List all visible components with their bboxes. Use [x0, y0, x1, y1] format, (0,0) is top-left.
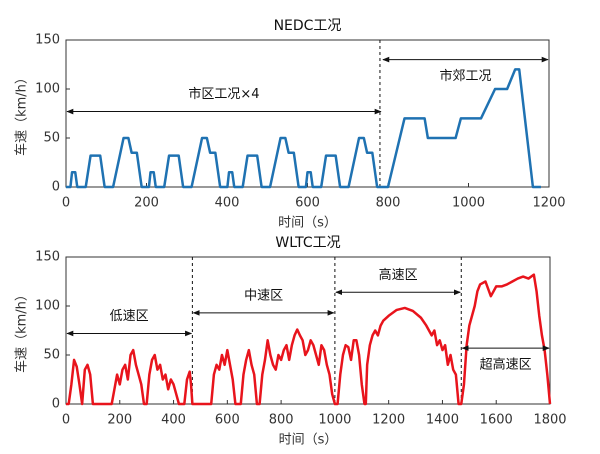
y-tick-label: 0	[52, 397, 60, 412]
y-axis-label: 车速（km/h）	[14, 288, 30, 373]
y-tick-label: 100	[35, 82, 60, 97]
span-label: 低速区	[110, 309, 149, 324]
x-tick-label: 0	[62, 413, 70, 428]
x-tick-label: 600	[215, 413, 240, 428]
x-axis-label: 时间（s）	[279, 433, 338, 448]
x-tick-label: 1800	[533, 413, 566, 428]
plot-frame	[65, 256, 551, 405]
speed-line	[66, 273, 552, 406]
x-tick-label: 1200	[532, 196, 565, 211]
x-tick-label: 200	[134, 196, 159, 211]
y-tick-label: 0	[52, 180, 60, 195]
y-tick-label: 50	[43, 131, 60, 146]
span-label: 超高速区	[480, 357, 532, 373]
x-tick-label: 1200	[372, 413, 405, 428]
x-tick-label: 1000	[452, 196, 485, 211]
x-tick-label: 1000	[318, 413, 351, 428]
span-label: 中速区	[244, 288, 283, 303]
x-tick-label: 1600	[480, 413, 513, 428]
x-tick-label: 0	[62, 196, 70, 211]
x-tick-label: 400	[215, 196, 240, 211]
x-tick-label: 1400	[426, 413, 459, 428]
y-axis-label: 车速（km/h）	[14, 71, 30, 156]
x-tick-label: 200	[107, 413, 132, 428]
speed-line	[66, 68, 541, 189]
y-tick-label: 100	[35, 299, 60, 314]
x-axis-label: 时间（s）	[278, 216, 337, 231]
y-tick-label: 50	[43, 348, 60, 363]
span-label: 市区工况×4	[188, 86, 259, 102]
y-tick-label: 150	[35, 33, 60, 48]
x-tick-label: 400	[161, 413, 186, 428]
x-tick-label: 800	[376, 196, 401, 211]
x-tick-label: 600	[295, 196, 320, 211]
chart-title: WLTC工况	[275, 235, 340, 251]
chart-title: NEDC工况	[274, 18, 342, 34]
y-tick-label: 150	[35, 250, 60, 265]
span-label: 高速区	[379, 267, 418, 283]
span-label: 市郊工况	[439, 68, 491, 84]
x-tick-label: 800	[269, 413, 294, 428]
